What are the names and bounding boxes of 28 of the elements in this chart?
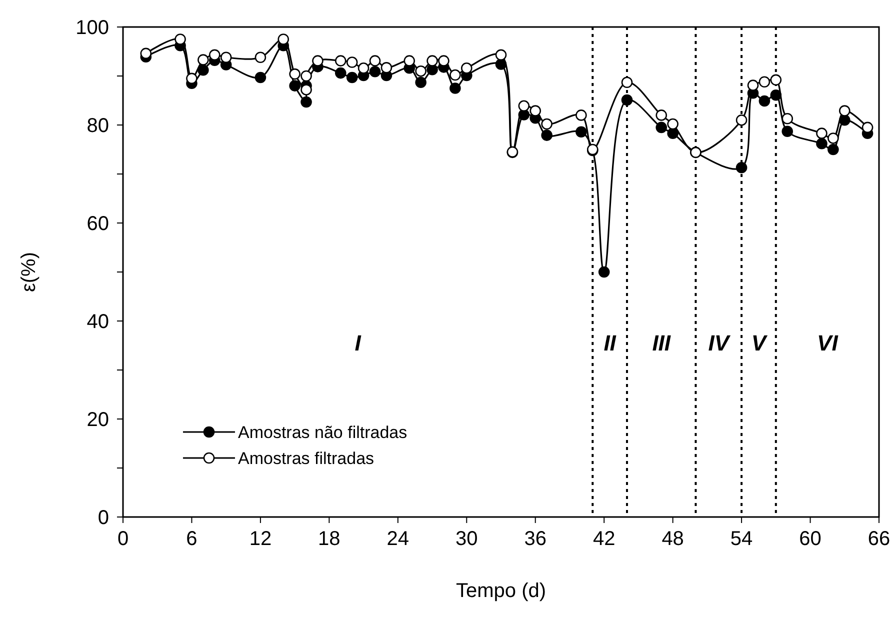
annotation: VI bbox=[817, 330, 839, 356]
y-tick-label: 60 bbox=[86, 213, 109, 235]
y-tick-label: 40 bbox=[86, 311, 109, 333]
annotation: II bbox=[604, 330, 617, 356]
x-tick-label: 54 bbox=[730, 528, 753, 550]
x-tick-label: 36 bbox=[524, 528, 546, 550]
x-tick-label: 24 bbox=[386, 528, 410, 550]
x-tick-label: 12 bbox=[249, 528, 272, 550]
y-tick-label: 20 bbox=[86, 409, 109, 431]
x-tick-label: 66 bbox=[868, 528, 890, 550]
y-tick-label: 0 bbox=[98, 507, 109, 529]
x-tick-label: 18 bbox=[318, 528, 340, 550]
annotation: III bbox=[652, 330, 672, 356]
annotation: IV bbox=[708, 330, 732, 356]
x-tick-label: 30 bbox=[456, 528, 478, 550]
x-axis-title: Tempo (d) bbox=[456, 580, 546, 602]
annotation: I bbox=[354, 330, 362, 356]
x-tick-label: 42 bbox=[592, 528, 616, 550]
x-tick-label: 0 bbox=[117, 528, 129, 550]
annotation: V bbox=[751, 330, 768, 356]
x-tick-label: 6 bbox=[186, 528, 198, 550]
y-tick-label: 100 bbox=[76, 17, 109, 39]
y-axis-title: ε(%) bbox=[18, 252, 40, 292]
x-tick-label: 48 bbox=[662, 528, 684, 550]
y-tick-label: 80 bbox=[86, 115, 109, 137]
legend-label: Amostras não filtradas bbox=[238, 422, 408, 442]
legend-label: Amostras filtradas bbox=[238, 448, 374, 468]
x-tick-label: 60 bbox=[799, 528, 822, 550]
